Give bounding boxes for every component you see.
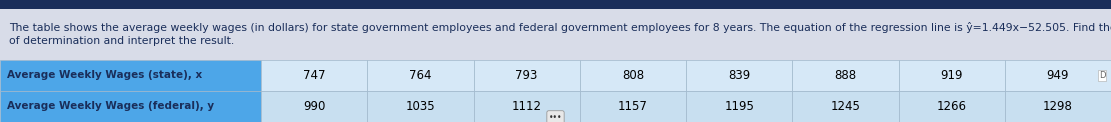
Text: 919: 919 bbox=[940, 69, 963, 82]
Bar bbox=[261, 91, 368, 122]
Bar bbox=[473, 60, 580, 91]
Text: 747: 747 bbox=[303, 69, 326, 82]
Text: 764: 764 bbox=[409, 69, 432, 82]
Bar bbox=[261, 60, 368, 91]
Text: The table shows the average weekly wages (in dollars) for state government emplo: The table shows the average weekly wages… bbox=[9, 22, 1111, 46]
Text: 1157: 1157 bbox=[618, 100, 648, 113]
Text: 1195: 1195 bbox=[724, 100, 754, 113]
Bar bbox=[685, 91, 792, 122]
Text: 990: 990 bbox=[303, 100, 326, 113]
Bar bbox=[473, 91, 580, 122]
Bar bbox=[0, 60, 261, 91]
Text: 949: 949 bbox=[1047, 69, 1069, 82]
Text: 793: 793 bbox=[516, 69, 538, 82]
Bar bbox=[792, 60, 899, 91]
Bar bbox=[368, 60, 473, 91]
Bar bbox=[580, 91, 685, 122]
Bar bbox=[685, 60, 792, 91]
Bar bbox=[1004, 91, 1111, 122]
Text: 1112: 1112 bbox=[512, 100, 542, 113]
Text: 888: 888 bbox=[834, 69, 857, 82]
Text: •••: ••• bbox=[549, 113, 562, 122]
Bar bbox=[0, 0, 1111, 9]
Text: D: D bbox=[1099, 71, 1105, 80]
Text: Average Weekly Wages (federal), y: Average Weekly Wages (federal), y bbox=[7, 102, 213, 111]
Text: 1035: 1035 bbox=[406, 100, 436, 113]
Bar bbox=[1004, 60, 1111, 91]
Bar bbox=[899, 91, 1004, 122]
Bar bbox=[580, 60, 685, 91]
Bar bbox=[792, 91, 899, 122]
Bar bbox=[368, 91, 473, 122]
Text: 1245: 1245 bbox=[830, 100, 860, 113]
Text: Average Weekly Wages (state), x: Average Weekly Wages (state), x bbox=[7, 70, 202, 80]
Bar bbox=[899, 60, 1004, 91]
Bar bbox=[0, 9, 1111, 60]
Bar bbox=[0, 91, 261, 122]
Text: 839: 839 bbox=[728, 69, 750, 82]
Text: 1298: 1298 bbox=[1043, 100, 1073, 113]
Text: 808: 808 bbox=[622, 69, 644, 82]
Text: 1266: 1266 bbox=[937, 100, 967, 113]
